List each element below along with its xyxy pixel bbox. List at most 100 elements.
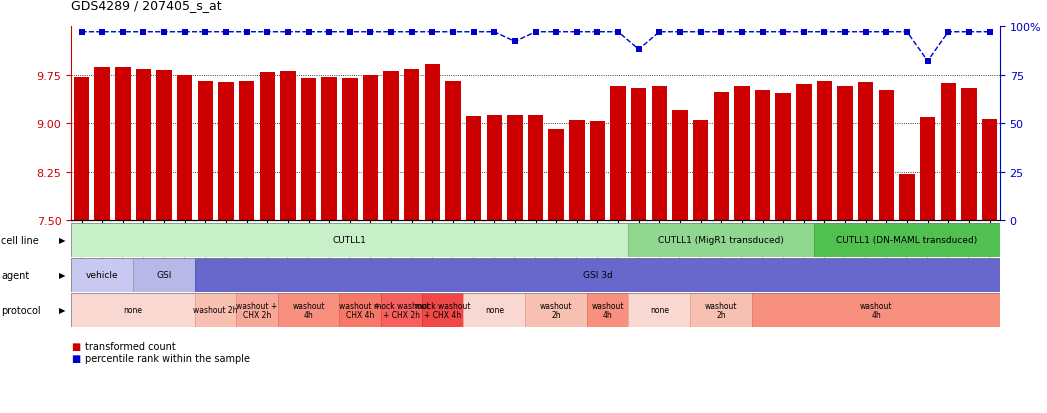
Point (486, 29, 503, 36)
Point (816, 29, 832, 36)
Text: washout +
CHX 4h: washout + CHX 4h (339, 301, 381, 320)
Point (465, 29, 482, 36)
Text: CUTLL1 (DN-MAML transduced): CUTLL1 (DN-MAML transduced) (837, 235, 978, 244)
Bar (198, 82, 214, 221)
Point (218, 29, 235, 36)
Bar (339, 293, 381, 327)
Point (239, 29, 255, 36)
Bar (570, 121, 584, 221)
Bar (549, 130, 564, 221)
Text: mock washout
+ CHX 2h: mock washout + CHX 2h (374, 301, 429, 320)
Point (176, 29, 193, 36)
Bar (610, 87, 626, 221)
Bar (878, 91, 894, 221)
Text: protocol: protocol (1, 305, 41, 315)
Point (609, 29, 626, 36)
Point (898, 29, 915, 36)
Text: ■: ■ (71, 353, 81, 363)
Point (362, 29, 379, 36)
Bar (71, 258, 133, 292)
Point (754, 29, 771, 36)
Text: washout
4h: washout 4h (592, 301, 624, 320)
Bar (342, 79, 357, 221)
Point (692, 29, 709, 36)
Bar (445, 82, 461, 221)
Bar (362, 75, 378, 221)
Point (320, 29, 337, 36)
Text: GDS4289 / 207405_s_at: GDS4289 / 207405_s_at (71, 0, 222, 12)
Bar (815, 223, 1000, 257)
Bar (281, 72, 295, 221)
Point (528, 29, 544, 36)
Point (734, 29, 751, 36)
Bar (672, 111, 688, 221)
Bar (838, 87, 853, 221)
Bar (734, 87, 750, 221)
Text: ■: ■ (71, 341, 81, 351)
Bar (422, 293, 464, 327)
Point (135, 29, 152, 36)
Text: mock washout
+ CHX 4h: mock washout + CHX 4h (415, 301, 470, 320)
Bar (300, 79, 316, 221)
Bar (177, 76, 193, 221)
Bar (156, 71, 172, 221)
Point (713, 29, 730, 36)
Bar (817, 82, 832, 221)
Bar (239, 82, 254, 221)
Bar (218, 83, 233, 221)
Point (341, 29, 358, 36)
Text: washout
2h: washout 2h (540, 301, 573, 320)
Point (280, 29, 296, 36)
Text: none: none (124, 306, 142, 315)
Point (981, 29, 998, 36)
Bar (487, 116, 502, 221)
Bar (899, 175, 915, 221)
Text: washout +
CHX 2h: washout + CHX 2h (237, 301, 277, 320)
Bar (857, 83, 873, 221)
Point (94, 29, 111, 36)
Bar (115, 68, 131, 221)
Point (630, 47, 647, 53)
Point (507, 39, 524, 46)
Text: ▶: ▶ (60, 271, 66, 280)
Bar (693, 121, 709, 221)
Point (796, 29, 812, 36)
Point (383, 29, 400, 36)
Point (548, 29, 564, 36)
Point (197, 29, 214, 36)
Text: ▶: ▶ (60, 306, 66, 315)
Bar (381, 293, 422, 327)
Point (837, 29, 853, 36)
Point (424, 29, 441, 36)
Bar (383, 72, 399, 221)
Bar (71, 223, 628, 257)
Bar (940, 84, 956, 221)
Bar (133, 258, 195, 292)
Bar (755, 91, 771, 221)
Bar (631, 88, 646, 221)
Point (300, 29, 317, 36)
Bar (690, 293, 752, 327)
Text: washout
2h: washout 2h (705, 301, 737, 320)
Text: agent: agent (1, 270, 29, 280)
Bar (260, 73, 275, 221)
Point (73, 29, 90, 36)
Bar (195, 293, 237, 327)
Point (589, 29, 606, 36)
Bar (526, 293, 587, 327)
Bar (628, 223, 815, 257)
Bar (776, 94, 790, 221)
Point (114, 29, 131, 36)
Bar (425, 65, 440, 221)
Bar (982, 119, 998, 221)
Bar (752, 293, 1000, 327)
Bar (277, 293, 339, 327)
Point (671, 29, 688, 36)
Bar (321, 78, 337, 221)
Bar (796, 84, 811, 221)
Bar (94, 68, 110, 221)
Bar (651, 87, 667, 221)
Bar (73, 77, 89, 221)
Point (156, 29, 173, 36)
Bar (195, 258, 1000, 292)
